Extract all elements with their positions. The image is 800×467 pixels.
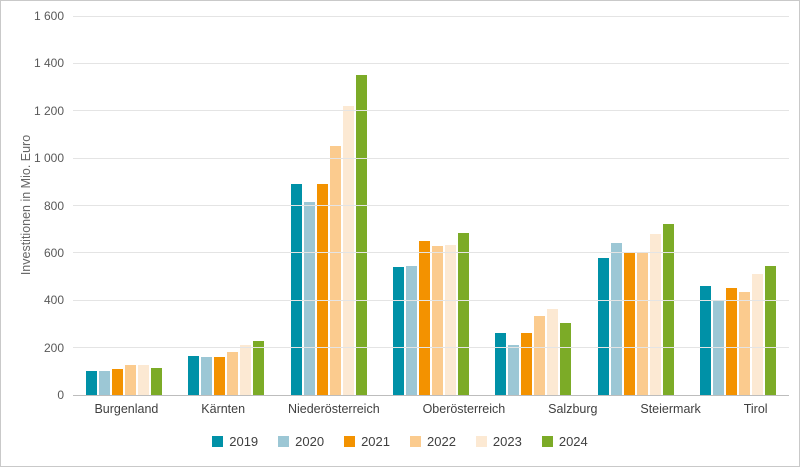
legend-label: 2023	[492, 434, 522, 449]
gridline	[73, 252, 789, 254]
gridline	[73, 205, 789, 206]
legend-swatch-icon	[410, 436, 421, 447]
bar-2021	[418, 241, 430, 395]
gridline	[73, 15, 789, 17]
bar-2022	[534, 315, 546, 395]
plot-area: 0 200 400 600 800 1 000 1 200 1 400 1 600	[34, 9, 789, 402]
x-category-label: Burgenland	[94, 402, 159, 416]
bar-2019	[699, 286, 711, 395]
y-tick-label: 400	[43, 293, 64, 308]
gridline	[73, 299, 789, 301]
bar-2022	[636, 252, 648, 395]
legend-item-2022: 2022	[410, 434, 456, 449]
bar-2023	[444, 244, 456, 395]
legend-label: 2024	[558, 434, 588, 449]
bar-2022	[431, 245, 443, 395]
y-tick-label: 1 400	[33, 56, 64, 71]
bar-2024	[764, 265, 776, 395]
bar-2019	[290, 184, 302, 395]
x-category-label: Oberösterreich	[422, 402, 506, 416]
bar-2022	[125, 365, 137, 395]
bar-2020	[610, 243, 622, 395]
legend: 2019 2020 2021 2022 2023 2024	[1, 434, 799, 449]
bar-2020	[99, 371, 111, 395]
bar-2021	[521, 333, 533, 395]
bar-2019	[392, 267, 404, 395]
legend-swatch-icon	[475, 436, 487, 447]
gridline	[73, 62, 789, 64]
bar-2024	[151, 367, 163, 395]
x-category-label: Salzburg	[548, 402, 598, 416]
y-tick-label: 0	[57, 388, 64, 402]
bar-group-steiermark	[597, 16, 674, 395]
y-tick-label: 1 600	[33, 9, 64, 23]
legend-label: 2019	[229, 434, 259, 449]
x-category-label: Steiermark	[640, 402, 701, 416]
legend-label: 2020	[295, 434, 325, 449]
bar-2024	[253, 340, 265, 395]
bar-2021	[112, 368, 124, 395]
x-axis-labels: Burgenland Kärnten Niederösterreich Oberöst…	[73, 402, 789, 416]
bar-2019	[86, 371, 98, 395]
bar-2022	[738, 291, 750, 395]
y-tick-label: 200	[43, 340, 64, 355]
bar-2024	[560, 322, 572, 395]
bar-2023	[342, 106, 354, 395]
bar-2024	[662, 224, 674, 395]
bar-2020	[201, 357, 213, 395]
bar-2024	[457, 232, 469, 395]
legend-swatch-icon	[212, 436, 224, 447]
bar-group-oberösterreich	[392, 16, 469, 395]
bar-group-kärnten	[188, 16, 265, 395]
y-tick-label: 1 200	[33, 103, 64, 118]
y-tick-label: 600	[43, 245, 64, 260]
bar-2021	[214, 357, 226, 395]
bar-2020	[508, 345, 520, 395]
legend-label: 2022	[427, 434, 456, 449]
bar-2021	[725, 288, 737, 395]
legend-item-2020: 2020	[278, 434, 324, 449]
bar-2023	[649, 233, 661, 395]
legend-label: 2021	[361, 434, 390, 449]
bar-2021	[623, 252, 635, 395]
bar-2024	[355, 75, 367, 395]
bar-2021	[316, 184, 328, 395]
x-category-label: Kärnten	[201, 402, 246, 416]
bar-2019	[188, 355, 200, 395]
legend-swatch-icon	[344, 436, 356, 447]
y-axis-title: Investitionen in Mio. Euro	[19, 134, 33, 276]
bar-2020	[303, 201, 315, 395]
x-axis-baseline	[73, 394, 789, 396]
legend-item-2023: 2023	[475, 434, 522, 449]
legend-swatch-icon	[541, 436, 553, 447]
legend-swatch-icon	[278, 436, 290, 447]
y-tick-label: 1 000	[33, 151, 64, 166]
bar-group-niederösterreich	[290, 16, 367, 395]
bar-2023	[547, 308, 559, 395]
bar-2023	[240, 345, 252, 395]
legend-item-2024: 2024	[541, 434, 588, 449]
bar-2019	[597, 257, 609, 395]
bar-group-salzburg	[495, 16, 572, 395]
legend-item-2021: 2021	[344, 434, 390, 449]
x-category-label: Niederösterreich	[287, 402, 380, 416]
bar-2020	[405, 265, 417, 395]
legend-item-2019: 2019	[212, 434, 258, 449]
x-category-label: Tirol	[743, 402, 768, 416]
bar-2023	[751, 274, 763, 395]
bar-2019	[495, 333, 507, 395]
bar-group-burgenland	[86, 16, 163, 395]
bar-2023	[138, 365, 150, 395]
gridline	[73, 110, 789, 112]
gridline	[73, 347, 789, 349]
bar-2022	[329, 146, 341, 395]
gridline	[73, 157, 789, 159]
y-tick-label: 800	[43, 198, 64, 213]
bar-2022	[227, 352, 239, 395]
